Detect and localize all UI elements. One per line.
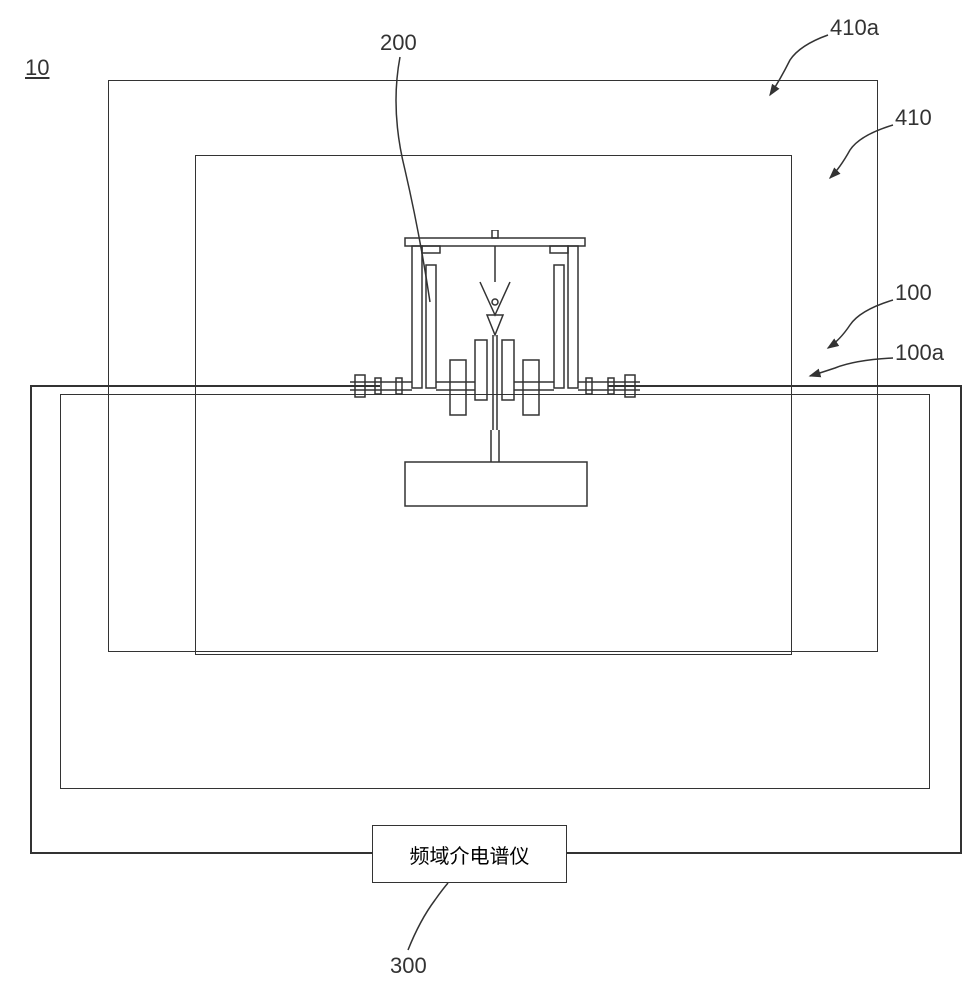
label-100: 100 <box>895 280 932 306</box>
label-410a: 410a <box>830 15 879 41</box>
wire-left-top <box>30 385 380 387</box>
wire-right-vertical <box>960 385 962 853</box>
label-410: 410 <box>895 105 932 131</box>
label-200: 200 <box>380 30 417 56</box>
label-10: 10 <box>25 55 49 81</box>
apparatus-fixture <box>350 230 640 570</box>
label-100a: 100a <box>895 340 944 366</box>
label-300: 300 <box>390 953 427 979</box>
wire-right-top <box>608 385 960 387</box>
wire-left-vertical <box>30 385 32 853</box>
spectrometer-label: 频域介电谱仪 <box>410 840 530 869</box>
spectrometer-box: 频域介电谱仪 <box>372 825 567 883</box>
diagram-canvas: 10 410a 410 200 100 100a 300 频域介电谱仪 <box>0 0 979 1000</box>
wire-left-bottom <box>30 852 372 854</box>
wire-right-bottom <box>567 852 962 854</box>
